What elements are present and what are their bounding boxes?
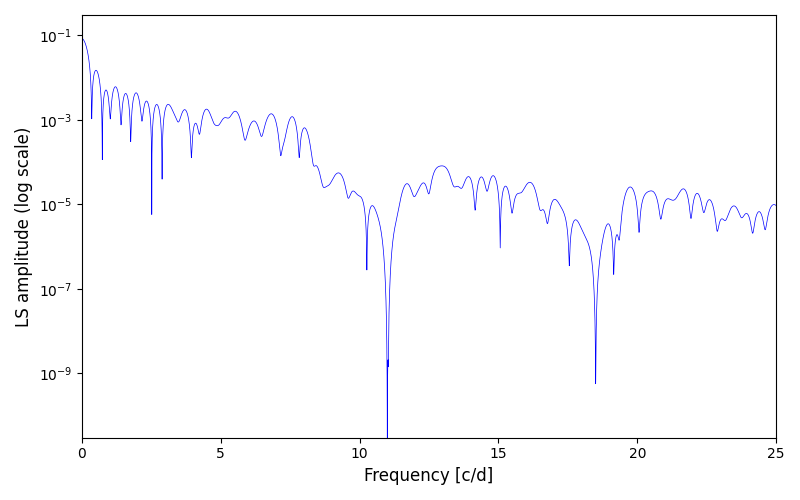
X-axis label: Frequency [c/d]: Frequency [c/d]: [364, 467, 494, 485]
Y-axis label: LS amplitude (log scale): LS amplitude (log scale): [15, 126, 33, 326]
